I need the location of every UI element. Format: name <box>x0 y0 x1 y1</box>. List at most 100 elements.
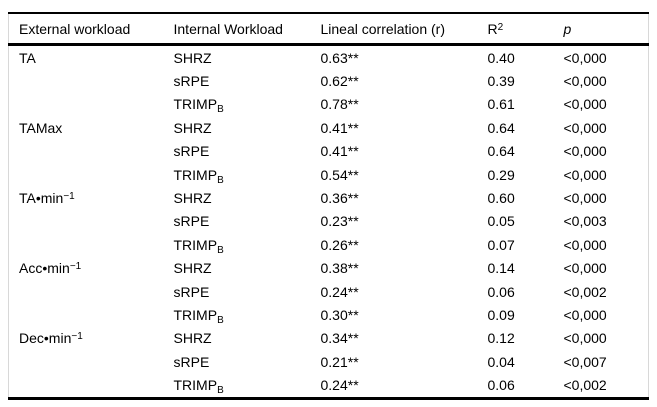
correlation-cell: 0.36** <box>320 190 359 207</box>
external-workload-cell: Dec•min−1 <box>9 327 164 350</box>
table-row: TRIMPB 0.30** 0.09 <0,000 <box>9 303 649 326</box>
external-workload-cell <box>9 350 164 373</box>
internal-workload-value: SHRZ <box>173 260 212 277</box>
correlation-cell: 0.23** <box>320 213 359 230</box>
external-workload-cell <box>9 210 164 233</box>
external-workload-cell <box>9 233 164 256</box>
internal-workload-cell: SHRZ <box>164 257 311 280</box>
correlation-cell: 0.26** <box>320 236 359 253</box>
p-value-cell: <0,000 <box>563 330 607 347</box>
correlation-cell: 0.63** <box>320 49 359 66</box>
r-squared-cell: 0.64 <box>487 143 515 160</box>
p-value-cell: <0,000 <box>563 119 607 136</box>
correlation-cell: 0.21** <box>320 353 359 370</box>
header-row: External workload Internal Workload Line… <box>8 13 649 46</box>
internal-workload-cell: sRPE <box>164 280 311 303</box>
internal-workload-cell: SHRZ <box>164 45 311 70</box>
internal-workload-value: SHRZ <box>173 119 212 136</box>
external-workload-cell <box>9 140 164 163</box>
external-workload-cell <box>9 373 164 398</box>
p-value-cell: <0,000 <box>563 236 607 253</box>
r-squared-cell: 0.40 <box>487 49 515 66</box>
p-value-cell: <0,000 <box>563 306 607 323</box>
p-value-cell: <0,007 <box>563 353 607 370</box>
external-workload-cell: TAMax <box>9 116 164 139</box>
internal-workload-cell: SHRZ <box>164 186 311 209</box>
internal-workload-subscript: B <box>217 104 224 116</box>
p-value-cell: <0,000 <box>563 49 607 66</box>
r-squared-cell: 0.14 <box>487 260 515 277</box>
r-squared-cell: 0.06 <box>487 283 515 300</box>
col-r-squared: R2 <box>477 13 554 46</box>
external-workload-cell <box>9 280 164 303</box>
table-row: TRIMPB 0.26** 0.07 <0,000 <box>9 233 649 256</box>
internal-workload-value: sRPE <box>173 353 210 370</box>
col-r-squared-exponent: 2 <box>497 21 504 33</box>
external-workload-exponent: −1 <box>69 261 82 273</box>
table-row: sRPE 0.21** 0.04 <0,007 <box>9 350 649 373</box>
table-row: TAMax SHRZ 0.41** 0.64 <0,000 <box>9 116 649 139</box>
external-workload-value: TA•min <box>19 190 64 207</box>
internal-workload-subscript: B <box>217 174 224 186</box>
external-workload-exponent: −1 <box>63 191 75 203</box>
internal-workload-cell: sRPE <box>164 210 311 233</box>
table-row: TA•min−1 SHRZ 0.36** 0.60 <0,000 <box>9 186 649 209</box>
internal-workload-cell: TRIMPB <box>164 93 311 116</box>
correlation-cell: 0.34** <box>320 330 359 347</box>
col-external-workload-label: External workload <box>19 20 131 37</box>
external-workload-cell <box>9 303 164 326</box>
col-r-squared-label: R <box>487 20 498 37</box>
internal-workload-value: sRPE <box>173 143 210 160</box>
internal-workload-value: sRPE <box>173 73 210 90</box>
internal-workload-value: TRIMP <box>173 96 218 113</box>
external-workload-exponent: −1 <box>71 331 83 343</box>
r-squared-cell: 0.60 <box>487 190 515 207</box>
internal-workload-value: sRPE <box>173 213 210 230</box>
correlation-cell: 0.62** <box>320 73 359 90</box>
internal-workload-cell: sRPE <box>164 69 311 92</box>
internal-workload-value: TRIMP <box>173 377 218 394</box>
external-workload-value: Dec•min <box>19 330 72 347</box>
correlation-cell: 0.41** <box>320 143 359 160</box>
internal-workload-value: SHRZ <box>173 330 212 347</box>
external-workload-cell <box>9 163 164 186</box>
table-row: sRPE 0.23** 0.05 <0,003 <box>9 210 649 233</box>
internal-workload-subscript: B <box>217 244 224 256</box>
internal-workload-cell: TRIMPB <box>164 303 311 326</box>
internal-workload-cell: TRIMPB <box>164 373 311 398</box>
results-table: External workload Internal Workload Line… <box>8 12 649 400</box>
p-value-cell: <0,003 <box>563 213 607 230</box>
internal-workload-value: TRIMP <box>173 166 218 183</box>
col-lineal-correlation-label: Lineal correlation (r) <box>320 20 446 37</box>
internal-workload-cell: TRIMPB <box>164 233 311 256</box>
r-squared-cell: 0.09 <box>487 306 515 323</box>
p-value-cell: <0,000 <box>563 96 607 113</box>
r-squared-cell: 0.29 <box>487 166 515 183</box>
internal-workload-cell: TRIMPB <box>164 163 311 186</box>
internal-workload-value: sRPE <box>173 283 210 300</box>
col-p-value: p <box>553 13 649 46</box>
table-row: TRIMPB 0.78** 0.61 <0,000 <box>9 93 649 116</box>
col-external-workload: External workload <box>8 13 164 46</box>
internal-workload-value: SHRZ <box>173 49 212 66</box>
table-row: TA SHRZ 0.63** 0.40 <0,000 <box>9 45 649 70</box>
internal-workload-cell: SHRZ <box>164 116 311 139</box>
col-internal-workload: Internal Workload <box>163 13 311 46</box>
internal-workload-subscript: B <box>217 385 224 397</box>
internal-workload-cell: sRPE <box>164 350 311 373</box>
external-workload-value: TAMax <box>19 119 63 136</box>
external-workload-cell: Acc•min−1 <box>9 257 164 280</box>
internal-workload-cell: SHRZ <box>164 327 311 350</box>
col-internal-workload-label: Internal Workload <box>173 20 283 37</box>
correlation-cell: 0.41** <box>320 119 359 136</box>
p-value-cell: <0,000 <box>563 143 607 160</box>
table-row: Acc•min−1 SHRZ 0.38** 0.14 <0,000 <box>9 257 649 280</box>
internal-workload-value: SHRZ <box>173 190 212 207</box>
correlation-cell: 0.38** <box>320 260 359 277</box>
external-workload-cell <box>9 69 164 92</box>
internal-workload-value: TRIMP <box>173 236 218 253</box>
external-workload-cell <box>9 93 164 116</box>
p-value-cell: <0,000 <box>563 73 607 90</box>
table-row: sRPE 0.24** 0.06 <0,002 <box>9 280 649 303</box>
